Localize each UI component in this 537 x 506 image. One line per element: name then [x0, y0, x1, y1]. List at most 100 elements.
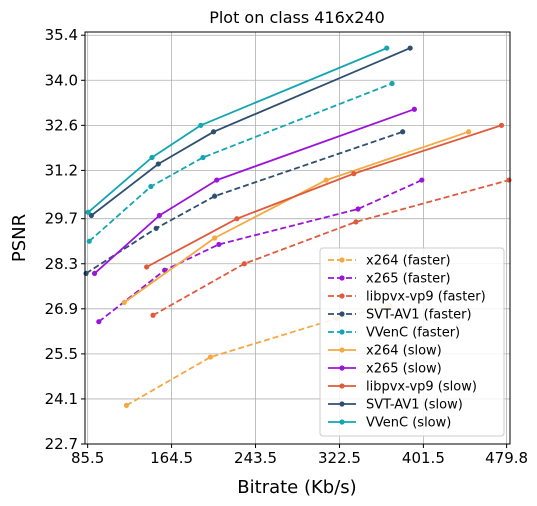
series-libpvx-vp9-faster	[150, 177, 512, 318]
legend-label: VVenC (faster)	[366, 326, 460, 341]
series-x265-faster	[96, 177, 425, 325]
legend-marker	[339, 275, 345, 281]
data-point	[389, 80, 395, 87]
legend-label: x265 (slow)	[366, 362, 442, 377]
legend-marker	[339, 329, 345, 335]
series-line	[152, 179, 510, 317]
data-point	[85, 209, 91, 215]
legend-marker	[339, 311, 345, 317]
legend-entry: x264 (slow)	[328, 344, 442, 359]
data-point	[200, 154, 206, 161]
data-point	[351, 171, 357, 177]
y-tick-label: 32.6	[45, 116, 78, 134]
data-point	[506, 177, 512, 183]
legend-marker	[339, 293, 345, 299]
y-tick-label: 24.1	[45, 390, 78, 408]
data-point	[407, 45, 413, 51]
data-point	[150, 312, 156, 318]
series-layer	[83, 45, 512, 408]
legend-label: x264 (faster)	[366, 254, 451, 269]
data-point	[323, 177, 329, 183]
series-line	[123, 130, 469, 304]
chart-title: Plot on class 416x240	[209, 8, 385, 27]
series-line	[98, 179, 423, 323]
data-point	[353, 219, 359, 225]
x-tick-label: 164.5	[150, 449, 193, 467]
legend-marker	[339, 401, 345, 407]
tick-layer: 85.5 164.5 243.5 322.5 401.5 479.8 22.7 24.1 25.…	[45, 26, 528, 467]
series-line	[146, 124, 502, 268]
data-point	[149, 154, 155, 161]
legend-entry: x265 (faster)	[328, 272, 451, 287]
legend-marker	[339, 257, 345, 263]
x-tick-label: 322.5	[318, 449, 361, 467]
series-line	[90, 47, 411, 217]
y-tick-label: 22.7	[45, 435, 78, 453]
data-point	[234, 216, 240, 222]
data-point	[148, 183, 154, 190]
series-x265-slow	[91, 106, 417, 277]
y-tick-label: 25.5	[45, 345, 78, 363]
legend-entry: SVT-AV1 (slow)	[328, 398, 463, 413]
legend-entry: SVT-AV1 (faster)	[328, 308, 472, 323]
x-axis-label: Bitrate (Kb/s)	[237, 477, 356, 498]
legend-label: SVT-AV1 (slow)	[366, 398, 463, 413]
legend-label: libpvx-vp9 (faster)	[366, 290, 486, 305]
legend-label: VVenC (slow)	[366, 416, 451, 431]
series-vvenc-slow	[85, 45, 390, 215]
data-point	[210, 129, 217, 135]
y-tick-label: 29.7	[45, 210, 78, 228]
legend-label: x264 (slow)	[366, 344, 442, 359]
series-svt-av1-slow	[88, 45, 413, 219]
y-tick-label: 34.0	[45, 71, 78, 89]
legend-label: SVT-AV1 (faster)	[366, 308, 472, 323]
data-point	[384, 45, 390, 51]
data-point	[86, 238, 92, 244]
legend-label: libpvx-vp9 (slow)	[366, 380, 477, 395]
data-point	[162, 267, 168, 273]
legend-marker	[339, 383, 345, 389]
series-line	[88, 82, 393, 242]
legend-entry: VVenC (faster)	[328, 326, 460, 341]
legend-frame	[319, 247, 505, 437]
y-tick-label: 35.4	[45, 26, 78, 44]
data-point	[155, 161, 161, 167]
data-point	[156, 212, 162, 219]
data-point	[88, 212, 94, 219]
data-point	[241, 261, 247, 267]
y-tick-label: 26.9	[45, 300, 78, 318]
legend-entry: libpvx-vp9 (slow)	[328, 380, 477, 395]
legend-entry: x264 (faster)	[328, 254, 451, 269]
legend-entry: VVenC (slow)	[328, 416, 451, 431]
legend-entry: libpvx-vp9 (faster)	[328, 290, 486, 305]
data-point	[214, 177, 220, 183]
series-libpvx-vp9-slow	[144, 122, 505, 270]
series-line	[94, 108, 415, 275]
legend-label: x265 (faster)	[366, 272, 451, 287]
x-tick-label: 401.5	[402, 449, 445, 467]
data-point	[355, 206, 361, 212]
data-point	[153, 225, 159, 231]
data-point	[121, 299, 127, 305]
legend-marker	[339, 365, 345, 371]
series-x264-slow	[121, 129, 472, 305]
x-tick-label: 479.8	[485, 449, 528, 467]
y-axis-label: PSNR	[9, 214, 30, 262]
data-point	[144, 264, 150, 270]
legend: x264 (faster) x265 (faster) libpvx-vp9 (fa…	[319, 247, 505, 437]
legend-marker	[339, 347, 345, 353]
plot-frame	[84, 31, 511, 445]
data-point	[91, 270, 98, 277]
data-point	[419, 177, 425, 183]
y-tick-label: 28.3	[45, 255, 78, 273]
data-point	[400, 129, 406, 135]
data-point	[123, 402, 130, 408]
y-tick-label: 31.2	[45, 161, 78, 179]
data-point	[83, 270, 89, 277]
data-point	[207, 354, 213, 360]
legend-marker	[339, 419, 345, 425]
data-point	[212, 235, 218, 241]
data-point	[212, 193, 218, 199]
legend-entry: x265 (slow)	[328, 362, 442, 377]
